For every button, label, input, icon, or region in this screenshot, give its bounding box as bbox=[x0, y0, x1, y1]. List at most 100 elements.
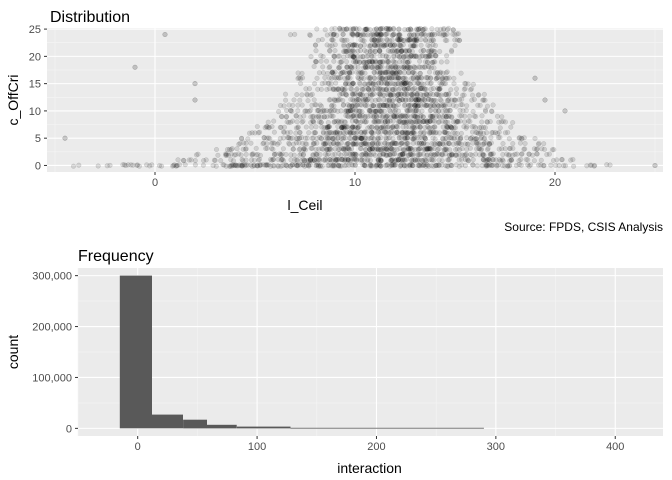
scatter-point bbox=[236, 151, 242, 157]
scatter-point bbox=[224, 151, 230, 157]
scatter-point bbox=[536, 140, 542, 146]
scatter-point bbox=[410, 113, 416, 119]
scatter-point bbox=[431, 65, 437, 71]
scatter-point bbox=[389, 162, 395, 168]
scatter-point bbox=[476, 92, 482, 98]
scatter-point bbox=[322, 75, 328, 81]
scatter-point bbox=[305, 158, 311, 164]
scatter-point bbox=[453, 152, 460, 158]
scatter-point bbox=[391, 151, 397, 157]
histogram-x-tick-label: 300 bbox=[487, 441, 505, 453]
scatter-point bbox=[107, 162, 113, 168]
scatter-point bbox=[463, 151, 469, 158]
source-caption: Source: FPDS, CSIS Analysis bbox=[504, 220, 663, 234]
scatter-point bbox=[311, 63, 317, 70]
scatter-point bbox=[239, 162, 245, 168]
scatter-point bbox=[298, 80, 304, 87]
scatter-point bbox=[420, 64, 426, 70]
scatter-point bbox=[372, 64, 378, 70]
scatter-point bbox=[342, 146, 348, 152]
scatter-point bbox=[351, 141, 357, 147]
scatter-point bbox=[330, 32, 337, 38]
histogram-y-tick-label: 0 bbox=[66, 423, 72, 435]
scatter-point bbox=[322, 140, 328, 146]
scatter-point bbox=[181, 158, 187, 164]
scatter-point bbox=[400, 113, 406, 120]
scatter-point bbox=[322, 156, 328, 162]
scatter-point bbox=[409, 162, 415, 169]
scatter-point bbox=[400, 97, 406, 103]
scatter-point bbox=[378, 158, 384, 164]
scatter-point bbox=[322, 157, 328, 163]
scatter-point bbox=[554, 157, 560, 163]
scatter-point bbox=[397, 42, 403, 49]
scatter-point bbox=[353, 152, 359, 158]
scatter-point bbox=[376, 136, 382, 142]
scatter-point bbox=[294, 163, 300, 169]
scatter-point bbox=[469, 124, 475, 130]
scatter-point bbox=[352, 135, 358, 141]
scatter-point bbox=[400, 151, 406, 157]
scatter-point bbox=[444, 163, 450, 169]
scatter-point bbox=[541, 163, 547, 169]
scatter-point bbox=[360, 31, 366, 37]
scatter-point bbox=[382, 146, 388, 152]
scatter-point bbox=[271, 118, 277, 124]
scatter-point bbox=[362, 141, 368, 147]
scatter-point bbox=[417, 58, 423, 64]
scatter-point bbox=[300, 151, 306, 157]
scatter-point bbox=[423, 158, 429, 164]
scatter-point bbox=[487, 162, 493, 168]
scatter-point bbox=[203, 157, 209, 163]
scatter-point bbox=[430, 113, 436, 119]
scatter-point bbox=[314, 75, 320, 81]
scatter-point bbox=[454, 37, 460, 43]
scatter-point bbox=[354, 42, 360, 49]
scatter-point bbox=[327, 157, 333, 163]
scatter-point bbox=[361, 65, 367, 71]
scatter-point bbox=[449, 152, 455, 158]
scatter-point bbox=[369, 146, 375, 152]
scatter-point bbox=[383, 152, 389, 158]
scatter-point bbox=[239, 135, 245, 141]
scatter-point bbox=[377, 92, 384, 98]
scatter-point bbox=[373, 162, 379, 168]
scatter-point bbox=[239, 163, 245, 169]
scatter-point bbox=[387, 151, 393, 157]
scatter-point bbox=[300, 162, 306, 168]
scatter-point bbox=[461, 86, 467, 92]
scatter-point bbox=[374, 162, 380, 168]
scatter-point bbox=[346, 146, 352, 152]
scatter-point bbox=[364, 152, 370, 158]
scatter-point bbox=[375, 140, 381, 146]
scatter-point bbox=[418, 162, 425, 168]
scatter-point bbox=[470, 162, 476, 168]
scatter-point bbox=[493, 157, 499, 163]
scatter-point bbox=[451, 136, 457, 142]
scatter-point bbox=[283, 162, 289, 168]
scatter-point bbox=[330, 140, 336, 146]
scatter-point bbox=[362, 135, 368, 141]
scatter-point bbox=[405, 140, 411, 147]
scatter-point bbox=[428, 49, 434, 55]
scatter-point bbox=[430, 86, 436, 92]
scatter-point bbox=[200, 162, 206, 168]
scatter-point bbox=[360, 162, 366, 168]
scatter-point bbox=[534, 151, 540, 157]
scatter-point bbox=[449, 151, 455, 157]
scatter-point bbox=[588, 162, 594, 168]
scatter-point bbox=[372, 76, 378, 82]
scatter-point bbox=[365, 158, 371, 164]
scatter-point bbox=[377, 146, 383, 153]
scatter-point bbox=[277, 135, 283, 142]
scatter-point bbox=[379, 114, 385, 120]
scatter-point bbox=[342, 151, 348, 157]
scatter-point bbox=[505, 129, 511, 135]
scatter-point bbox=[266, 162, 272, 168]
scatter-point bbox=[339, 163, 345, 169]
scatter-point bbox=[383, 146, 389, 152]
scatter-point bbox=[352, 156, 358, 162]
scatter-point bbox=[559, 157, 565, 163]
scatter-point bbox=[384, 103, 390, 109]
scatter-point bbox=[425, 96, 431, 102]
